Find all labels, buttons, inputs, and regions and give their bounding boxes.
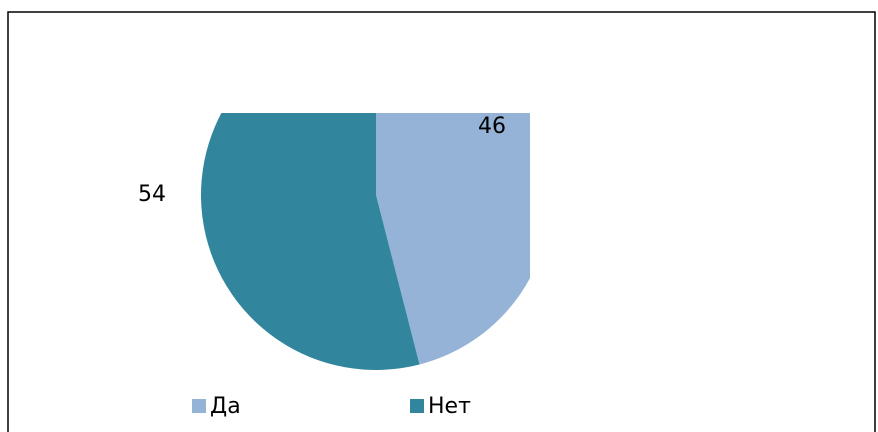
legend-label: Нет xyxy=(428,394,471,419)
pie-slice xyxy=(201,113,420,370)
legend-label: Да xyxy=(210,394,241,419)
legend-swatch xyxy=(192,399,206,413)
data-label: 46 xyxy=(478,114,506,139)
pie-slice xyxy=(376,113,530,365)
pie-area xyxy=(201,113,530,370)
data-label: 54 xyxy=(138,182,166,207)
legend-swatch xyxy=(410,399,424,413)
